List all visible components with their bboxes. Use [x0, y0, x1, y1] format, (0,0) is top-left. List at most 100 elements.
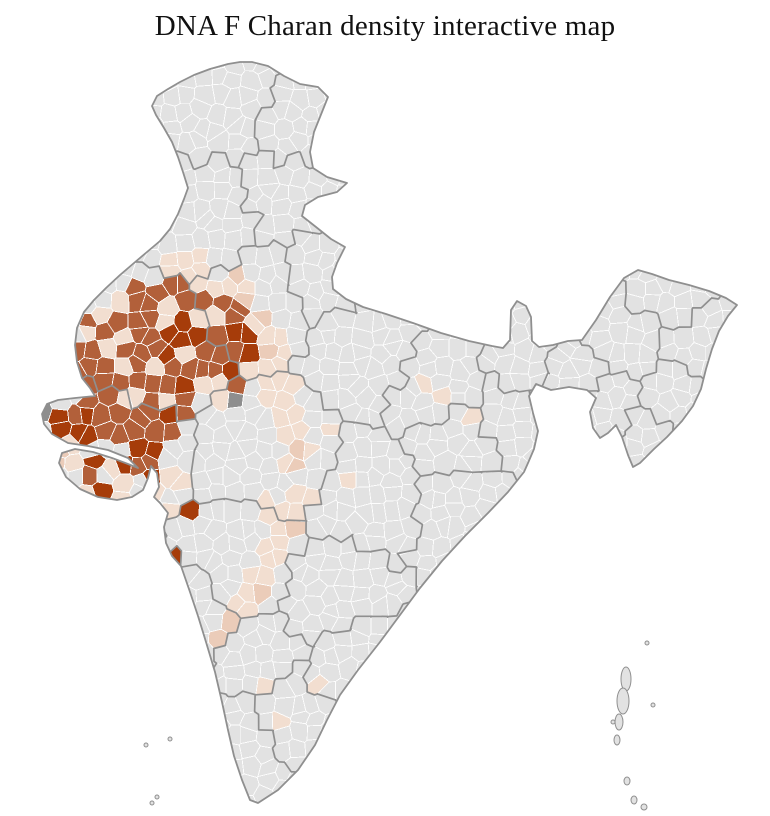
district[interactable]	[653, 467, 674, 489]
district[interactable]	[548, 249, 566, 272]
district[interactable]	[477, 805, 499, 816]
district[interactable]	[465, 298, 484, 315]
district[interactable]	[449, 133, 470, 153]
district[interactable]	[721, 196, 741, 214]
district[interactable]	[445, 89, 467, 107]
district[interactable]	[178, 706, 200, 726]
district[interactable]	[530, 630, 546, 647]
district[interactable]	[675, 195, 696, 215]
district[interactable]	[719, 131, 742, 152]
district[interactable]	[428, 280, 451, 304]
district[interactable]	[95, 212, 117, 233]
district[interactable]	[483, 512, 508, 534]
district[interactable]	[94, 533, 116, 552]
district[interactable]	[191, 33, 210, 72]
district[interactable]	[65, 533, 86, 556]
district[interactable]	[637, 83, 657, 104]
district[interactable]	[385, 774, 401, 796]
district[interactable]	[641, 595, 659, 618]
district[interactable]	[688, 449, 713, 473]
district[interactable]	[98, 199, 120, 220]
district[interactable]	[496, 582, 516, 601]
district[interactable]	[730, 243, 770, 267]
district[interactable]	[531, 118, 551, 142]
district[interactable]	[578, 644, 599, 665]
district[interactable]	[547, 121, 565, 140]
district[interactable]	[367, 705, 387, 727]
district[interactable]	[707, 119, 726, 136]
district[interactable]	[640, 635, 661, 654]
district[interactable]	[397, 777, 421, 799]
district[interactable]	[577, 151, 600, 170]
district[interactable]	[625, 233, 643, 253]
district[interactable]	[704, 805, 723, 816]
district[interactable]	[47, 354, 72, 374]
district[interactable]	[100, 740, 120, 762]
district[interactable]	[30, 694, 57, 716]
district[interactable]	[652, 810, 682, 816]
district[interactable]	[304, 738, 323, 762]
district[interactable]	[640, 144, 656, 169]
district[interactable]	[286, 771, 304, 793]
district[interactable]	[653, 755, 672, 776]
district[interactable]	[64, 552, 83, 572]
district[interactable]	[595, 772, 613, 794]
district[interactable]	[57, 584, 81, 602]
district[interactable]	[464, 646, 485, 668]
district[interactable]	[158, 560, 182, 582]
district[interactable]	[318, 357, 341, 376]
district[interactable]	[433, 755, 453, 776]
district[interactable]	[174, 600, 196, 621]
district[interactable]	[685, 501, 706, 519]
district[interactable]	[562, 645, 581, 665]
district[interactable]	[143, 182, 165, 206]
district[interactable]	[716, 208, 737, 232]
district[interactable]	[574, 739, 594, 759]
district[interactable]	[451, 794, 466, 811]
district[interactable]	[545, 805, 563, 816]
district[interactable]	[685, 71, 707, 95]
district[interactable]	[163, 757, 180, 778]
district[interactable]	[671, 469, 694, 486]
district[interactable]	[607, 148, 630, 167]
district[interactable]	[495, 96, 517, 118]
district[interactable]	[558, 183, 576, 206]
district[interactable]	[96, 584, 117, 607]
district[interactable]	[399, 695, 425, 714]
district[interactable]	[415, 183, 436, 199]
district[interactable]	[164, 648, 183, 671]
district[interactable]	[644, 563, 660, 585]
district[interactable]	[204, 726, 226, 748]
district[interactable]	[511, 692, 534, 714]
district[interactable]	[345, 774, 370, 796]
district[interactable]	[509, 212, 530, 232]
district[interactable]	[595, 727, 616, 746]
district[interactable]	[434, 166, 455, 187]
district[interactable]	[434, 149, 453, 170]
district[interactable]	[461, 679, 485, 699]
district[interactable]	[114, 79, 131, 105]
district[interactable]	[686, 644, 704, 664]
district[interactable]	[674, 101, 692, 120]
district[interactable]	[80, 699, 104, 719]
district[interactable]	[47, 38, 70, 74]
district[interactable]	[385, 147, 405, 169]
district[interactable]	[558, 454, 578, 477]
district[interactable]	[530, 422, 552, 443]
district[interactable]	[353, 184, 373, 206]
district[interactable]	[320, 721, 337, 741]
district[interactable]	[47, 247, 70, 268]
district[interactable]	[11, 176, 48, 203]
district[interactable]	[481, 780, 503, 801]
district[interactable]	[446, 33, 464, 73]
district[interactable]	[144, 615, 167, 635]
district[interactable]	[404, 680, 425, 703]
district[interactable]	[684, 515, 707, 541]
district[interactable]	[684, 438, 707, 458]
district[interactable]	[46, 202, 67, 217]
district[interactable]	[415, 582, 438, 604]
district[interactable]	[402, 263, 424, 287]
district[interactable]	[126, 71, 147, 90]
district[interactable]	[702, 513, 725, 537]
district[interactable]	[128, 709, 148, 728]
